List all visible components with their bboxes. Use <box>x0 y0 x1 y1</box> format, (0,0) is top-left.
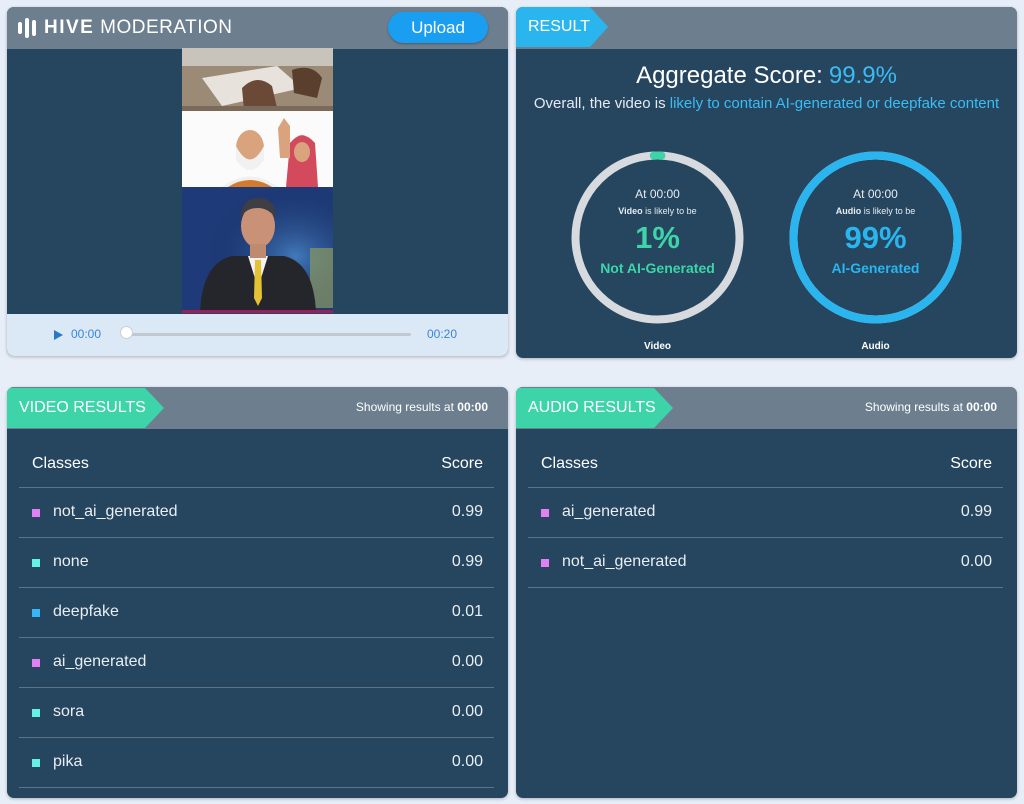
audio-results-tab: AUDIO RESULTS <box>516 388 673 428</box>
classes-column-header: Classes <box>541 455 598 472</box>
video-gauge: At 00:00 Video is likely to be 1% Not AI… <box>570 150 745 352</box>
table-row: not_ai_generated 0.00 <box>528 538 1003 588</box>
class-color-swatch <box>32 709 40 717</box>
video-gauge-caption: Video <box>643 341 672 352</box>
class-score: 0.99 <box>451 553 483 570</box>
video-gauge-percent: 1% <box>635 220 680 255</box>
class-score: 0.00 <box>960 553 992 570</box>
audio-results-table: Classes Score ai_generated 0.99 not_ai_gen… <box>528 449 1003 588</box>
video-controls: 00:00 00:20 <box>7 314 508 356</box>
class-name: pika <box>53 753 83 770</box>
audio-gauge-ring <box>789 151 962 324</box>
audio-gauge-arc <box>789 151 962 324</box>
table-row: none 0.99 <box>19 538 494 588</box>
table-row: deepfake 0.01 <box>19 588 494 638</box>
audio-gauge-likely: Audio is likely to be <box>835 206 916 216</box>
aggregate-score: Aggregate Score: 99.9% <box>516 62 1017 90</box>
audio-results-panel: AUDIO RESULTS Showing results at 00:00 C… <box>516 387 1017 798</box>
class-color-swatch <box>32 659 40 667</box>
class-score: 0.01 <box>451 603 483 620</box>
table-row: ai_generated 0.99 <box>528 488 1003 538</box>
overall-summary: Overall, the video is likely to contain … <box>516 92 1017 115</box>
table-row: ai_generated 0.00 <box>19 638 494 688</box>
class-color-swatch <box>32 559 40 567</box>
video-gauge-verdict: Not AI-Generated <box>600 260 715 276</box>
aggregate-label: Aggregate Score: <box>636 62 823 89</box>
result-tab: RESULT <box>516 7 608 47</box>
class-color-swatch <box>32 509 40 517</box>
video-gauge-likely: Video is likely to be <box>618 206 697 216</box>
table-row: pika 0.00 <box>19 738 494 788</box>
video-panel-header: HIVE MODERATION Upload <box>7 7 508 49</box>
score-column-header: Score <box>950 455 992 472</box>
audio-gauge-percent: 99% <box>844 220 907 255</box>
class-name: deepfake <box>53 603 119 620</box>
class-name: ai_generated <box>562 503 656 520</box>
class-color-swatch <box>32 609 40 617</box>
upload-button[interactable]: Upload <box>388 12 488 43</box>
hive-logo: HIVE MODERATION <box>18 16 233 40</box>
aggregate-value: 99.9% <box>828 62 897 89</box>
seek-bar[interactable] <box>127 333 411 336</box>
table-row: sora 0.00 <box>19 688 494 738</box>
class-score: 0.00 <box>451 753 483 770</box>
class-color-swatch <box>541 509 549 517</box>
video-results-showing: Showing results at 00:00 <box>355 400 488 414</box>
class-name: sora <box>53 703 85 720</box>
seek-handle[interactable] <box>120 326 133 339</box>
video-gauge-ring <box>571 151 744 324</box>
class-name: none <box>53 553 89 570</box>
logo-product: MODERATION <box>100 17 233 38</box>
video-results-table: Classes Score not_ai_generated 0.99 none 0.… <box>19 449 494 788</box>
class-score: 0.99 <box>451 503 483 520</box>
video-results-panel: VIDEO RESULTS Showing results at 00:00 C… <box>7 387 508 798</box>
audio-gauge-verdict: AI-Generated <box>831 260 920 276</box>
play-icon[interactable] <box>54 330 63 340</box>
overall-highlight: likely to contain AI-generated or deepfa… <box>669 95 1000 112</box>
result-panel: RESULT Aggregate Score: 99.9% Overall, th… <box>516 7 1017 358</box>
class-score: 0.00 <box>451 653 483 670</box>
class-score: 0.00 <box>451 703 483 720</box>
video-preview[interactable] <box>182 48 333 313</box>
logo-brand: HIVE <box>44 17 95 38</box>
class-name: ai_generated <box>53 653 147 670</box>
table-header: Classes Score <box>19 449 494 488</box>
class-color-swatch <box>32 759 40 767</box>
overall-prefix: Overall, the video is <box>533 95 666 112</box>
table-row: not_ai_generated 0.99 <box>19 488 494 538</box>
audio-gauge-time: At 00:00 <box>853 187 898 201</box>
video-player-panel: HIVE MODERATION Upload <box>7 7 508 356</box>
video-thumbnail <box>182 48 333 313</box>
class-color-swatch <box>541 559 549 567</box>
video-gauge-time: At 00:00 <box>635 187 680 201</box>
class-name: not_ai_generated <box>562 553 687 570</box>
table-header: Classes Score <box>528 449 1003 488</box>
classes-column-header: Classes <box>32 455 89 472</box>
class-name: not_ai_generated <box>53 503 178 520</box>
total-time: 00:20 <box>427 327 458 341</box>
score-column-header: Score <box>441 455 483 472</box>
video-results-tab: VIDEO RESULTS <box>7 388 164 428</box>
audio-gauge: At 00:00 Audio is likely to be 99% AI-Ge… <box>788 150 963 352</box>
audio-gauge-caption: Audio <box>861 341 890 352</box>
video-gauge-arc <box>571 151 744 324</box>
audio-results-showing: Showing results at 00:00 <box>864 400 997 414</box>
current-time: 00:00 <box>71 327 102 341</box>
class-score: 0.99 <box>960 503 992 520</box>
hive-logo-icon <box>18 18 36 38</box>
